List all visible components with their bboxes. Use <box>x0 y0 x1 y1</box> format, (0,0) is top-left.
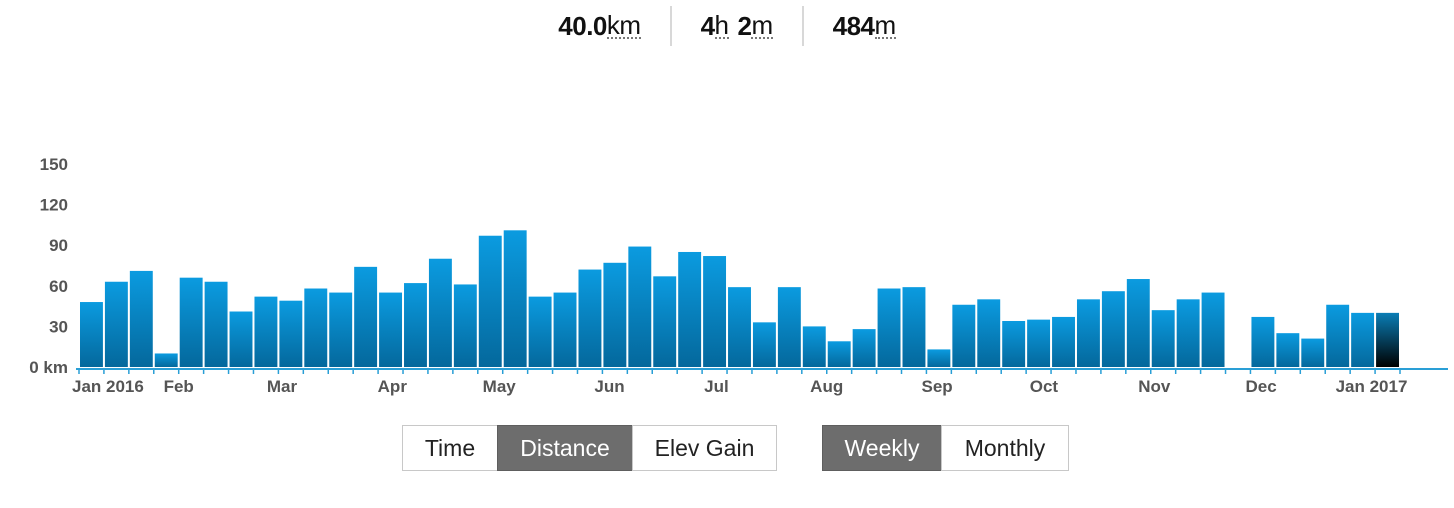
bar[interactable] <box>254 296 278 367</box>
bar[interactable] <box>279 300 303 367</box>
distance-button[interactable]: Distance <box>497 425 633 471</box>
bar[interactable] <box>1301 338 1325 367</box>
bar[interactable] <box>1376 312 1399 367</box>
bar[interactable] <box>379 292 403 367</box>
bar[interactable] <box>154 353 178 367</box>
bar[interactable] <box>777 287 801 367</box>
bar[interactable] <box>927 349 951 367</box>
bar[interactable] <box>354 266 378 367</box>
y-tick-label: 30 <box>49 317 68 336</box>
elevation-value: 484 <box>832 10 875 41</box>
bar[interactable] <box>453 284 477 367</box>
bar[interactable] <box>902 287 926 367</box>
bar[interactable] <box>204 281 228 367</box>
y-tick-label: 0 km <box>29 358 68 377</box>
minutes-value: 2 <box>737 10 752 41</box>
bar[interactable] <box>703 256 727 367</box>
period-toggle: Weekly Monthly <box>822 425 1069 471</box>
x-tick-label: Nov <box>1138 377 1171 396</box>
bar[interactable] <box>678 251 702 367</box>
x-tick-label: Jul <box>704 377 729 396</box>
bar[interactable] <box>553 292 577 367</box>
x-tick-label: Dec <box>1246 377 1277 396</box>
bar[interactable] <box>104 281 128 367</box>
x-tick-label: Feb <box>164 377 194 396</box>
bar[interactable] <box>653 276 677 367</box>
x-tick-label: Sep <box>922 377 953 396</box>
bar[interactable] <box>229 311 253 367</box>
monthly-button[interactable]: Monthly <box>941 425 1069 471</box>
bar[interactable] <box>952 304 976 367</box>
bar[interactable] <box>852 329 876 367</box>
bar[interactable] <box>404 283 427 367</box>
bar[interactable] <box>304 288 328 367</box>
bar[interactable] <box>1052 316 1075 367</box>
y-tick-label: 60 <box>49 277 68 296</box>
total-elevation: 484 m <box>801 6 925 46</box>
bar[interactable] <box>478 235 502 367</box>
bar[interactable] <box>752 322 776 367</box>
x-tick-label: Jan 2017 <box>1336 377 1408 396</box>
elevation-unit: m <box>874 10 896 40</box>
bar[interactable] <box>1351 312 1375 367</box>
total-time: 4 h 2 m <box>669 6 802 46</box>
distance-unit: km <box>606 10 641 40</box>
bar[interactable] <box>728 287 751 367</box>
bar[interactable] <box>1251 316 1275 367</box>
x-axis: Jan 2016 Feb Mar Apr May Jun Jul Aug Sep Oct Nov De… <box>72 368 1448 396</box>
x-tick-label: Oct <box>1030 377 1059 396</box>
distance-value: 40.0 <box>558 10 607 41</box>
weekly-button[interactable]: Weekly <box>822 425 942 471</box>
y-axis: 0 km 30 60 90 120 150 <box>29 155 68 377</box>
bar[interactable] <box>179 277 203 367</box>
y-tick-label: 120 <box>40 196 68 215</box>
bar[interactable] <box>578 269 602 367</box>
metric-toggle: Time Distance Elev Gain <box>402 425 777 471</box>
bar[interactable] <box>329 292 353 367</box>
bar[interactable] <box>1326 304 1350 367</box>
bar[interactable] <box>528 296 552 367</box>
x-tick-label: Jan 2016 <box>72 377 144 396</box>
bar[interactable] <box>1176 299 1200 367</box>
x-tick-label: Mar <box>267 377 298 396</box>
time-button[interactable]: Time <box>402 425 498 471</box>
bar[interactable] <box>428 258 452 367</box>
bar[interactable] <box>802 326 826 367</box>
bar[interactable] <box>628 246 652 367</box>
bar[interactable] <box>1126 279 1150 367</box>
y-tick-label: 150 <box>40 155 68 174</box>
bar[interactable] <box>877 288 901 367</box>
x-tick-label: Jun <box>594 377 624 396</box>
bar[interactable] <box>1027 319 1051 367</box>
bar[interactable] <box>1201 292 1225 367</box>
y-tick-label: 90 <box>49 236 68 255</box>
elev-gain-button[interactable]: Elev Gain <box>632 425 777 471</box>
x-tick-label: May <box>483 377 517 396</box>
bar[interactable] <box>1002 320 1026 367</box>
hours-unit: h <box>714 10 729 40</box>
weekly-distance-chart: 0 km 30 60 90 120 150 Jan 2016 Feb Mar Apr May Jun… <box>29 155 1448 396</box>
x-tick-label: Aug <box>810 377 843 396</box>
bar[interactable] <box>1076 299 1100 367</box>
bar[interactable] <box>80 302 103 367</box>
total-distance: 40.0 km <box>529 6 669 46</box>
bar[interactable] <box>129 270 153 367</box>
summary-stats: 40.0 km 4 h 2 m 484 m <box>0 6 1454 46</box>
x-tick-label: Apr <box>378 377 408 396</box>
bar[interactable] <box>503 230 527 367</box>
bar[interactable] <box>827 341 851 367</box>
bar[interactable] <box>977 299 1001 367</box>
bar-series <box>80 230 1399 367</box>
bar[interactable] <box>1151 310 1175 367</box>
bar[interactable] <box>1276 333 1300 367</box>
minutes-unit: m <box>751 10 773 40</box>
bar[interactable] <box>603 262 627 367</box>
hours-value: 4 <box>700 10 715 41</box>
bar[interactable] <box>1101 291 1125 367</box>
